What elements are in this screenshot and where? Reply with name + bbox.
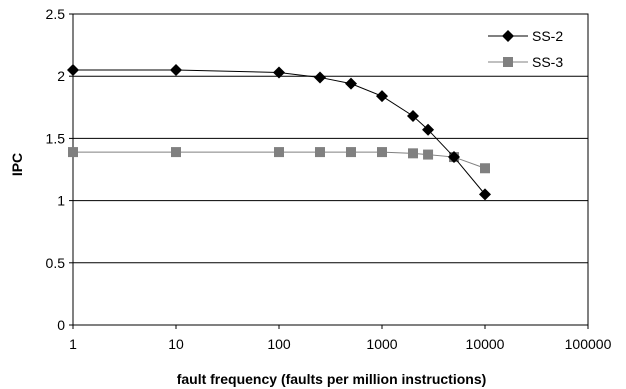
- y-tick-label: 2.5: [46, 6, 66, 22]
- series-ss-2: [67, 63, 491, 201]
- data-point: [68, 147, 78, 158]
- y-tick-label: 1.5: [46, 130, 66, 146]
- x-tick-label: 1: [69, 336, 77, 352]
- data-point: [377, 147, 387, 158]
- legend: SS-2 SS-3: [488, 28, 563, 70]
- y-tick-label: 0.5: [46, 255, 66, 271]
- data-point: [480, 163, 490, 174]
- y-tick-label: 1: [57, 193, 65, 209]
- data-point: [67, 63, 79, 76]
- data-point: [345, 147, 356, 158]
- data-point: [408, 148, 419, 159]
- data-point: [314, 147, 325, 158]
- data-point: [479, 188, 491, 201]
- data-point: [170, 63, 182, 76]
- axis-ticks: 0 0.5 1 1.5 2 2.5 1 10 100 1000 10000 100000: [46, 6, 612, 352]
- legend-item: SS-2: [488, 28, 563, 44]
- y-axis-title: IPC: [9, 153, 25, 176]
- data-point: [313, 71, 326, 84]
- data-point: [422, 123, 435, 136]
- legend-label: SS-2: [532, 28, 563, 44]
- legend-item: SS-3: [488, 54, 563, 70]
- series-layer: [67, 63, 491, 201]
- series-line: [73, 69, 486, 195]
- plot-area: [72, 13, 589, 326]
- series-line: [73, 151, 486, 169]
- x-tick-label: 1000: [366, 336, 397, 352]
- data-point: [423, 149, 434, 160]
- data-point: [273, 66, 285, 79]
- x-tick-label: 100000: [565, 336, 612, 352]
- legend-marker: [503, 57, 513, 67]
- data-point: [344, 77, 357, 90]
- legend-marker: [502, 30, 514, 42]
- x-tick-label: 10000: [466, 336, 505, 352]
- legend-label: SS-3: [532, 54, 563, 70]
- data-point: [274, 147, 284, 158]
- data-point: [447, 151, 460, 164]
- x-tick-label: 100: [267, 336, 291, 352]
- y-tick-label: 2: [57, 68, 65, 84]
- data-point: [376, 90, 388, 103]
- x-tick-label: 10: [168, 336, 184, 352]
- x-axis-title: fault frequency (faults per million inst…: [177, 371, 487, 387]
- series-ss-3: [68, 147, 490, 174]
- y-tick-label: 0: [57, 317, 65, 333]
- data-point: [407, 110, 420, 123]
- data-point: [171, 147, 181, 158]
